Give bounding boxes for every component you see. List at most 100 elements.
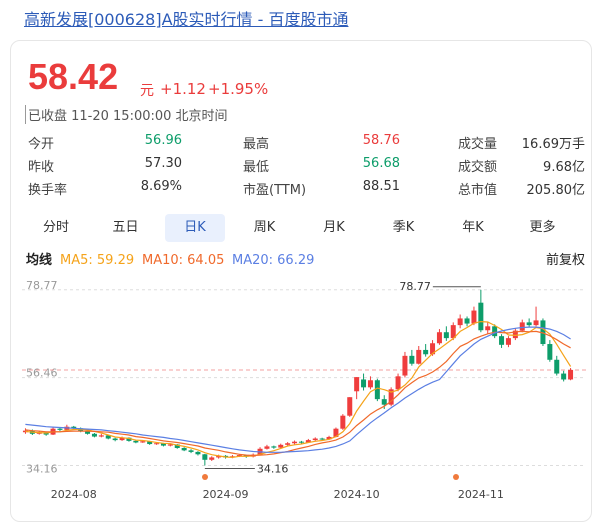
candle-body: [160, 443, 166, 446]
candle-body: [298, 441, 304, 443]
candle-body: [367, 380, 373, 388]
price: 58.42: [28, 56, 119, 97]
candle-body: [105, 435, 111, 439]
period-tabs: 分时 五日 日K 周K 月K 季K 年K 更多: [22, 214, 584, 242]
candle-body: [319, 438, 325, 440]
candle-body: [388, 389, 394, 405]
candle-body: [285, 443, 291, 445]
candle-body: [133, 440, 139, 443]
candle-body: [57, 428, 63, 430]
stat-value: 88.51: [362, 179, 400, 194]
stat-label: 今开: [28, 137, 55, 152]
candle-body: [340, 415, 346, 429]
market-status: 已收盘 11-20 15:00:00 北京时间: [25, 105, 228, 124]
candle-body: [126, 437, 132, 441]
stat-value: 205.80亿: [526, 183, 586, 198]
stat-value: 56.96: [144, 133, 182, 148]
candle-body: [154, 443, 160, 445]
stat-label: 昨收: [28, 160, 55, 175]
candle-body: [278, 444, 284, 448]
tab[interactable]: 季K: [392, 220, 415, 235]
candle-body: [264, 446, 270, 449]
candle-body: [492, 326, 498, 337]
legend-item: MA20: 66.29: [232, 253, 314, 268]
price-unit: 元: [140, 83, 154, 99]
candle-body: [416, 349, 422, 364]
candle-body: [464, 318, 470, 324]
candle-body: [195, 451, 201, 455]
candle-body: [98, 435, 104, 437]
price-change: +1.12: [160, 80, 206, 98]
legend-title: 均线: [26, 252, 52, 268]
candle-body: [91, 433, 97, 437]
candle-body: [292, 441, 298, 444]
candle-body: [395, 376, 401, 390]
stat-value: 56.68: [362, 156, 400, 171]
candle-body: [167, 444, 173, 446]
tab[interactable]: 月K: [323, 220, 345, 235]
stat-value: 9.68亿: [543, 160, 585, 175]
stat-label: 换手率: [28, 183, 68, 198]
candle-body: [478, 302, 484, 331]
candle-body: [450, 325, 456, 339]
candle-body: [423, 349, 429, 355]
tab[interactable]: 更多: [529, 220, 556, 235]
x-tick-label: 2024-09: [203, 488, 249, 501]
stat-label: 总市值: [458, 183, 498, 198]
candle-body: [471, 310, 477, 324]
tab[interactable]: 五日: [112, 220, 139, 235]
ma-line: [25, 330, 571, 457]
candle-body: [512, 330, 518, 339]
kline-chart: 均线 MA5: 59.29 MA10: 64.05 MA20: 66.29 前复权 34.…: [22, 252, 586, 501]
page-title[interactable]: 高新发展[000628]A股实时行情 - 百度股市通: [24, 10, 349, 29]
candle-body: [71, 426, 77, 429]
candle-body: [533, 320, 539, 326]
stat-label: 成交额: [458, 160, 498, 175]
y-tick-label: 34.16: [26, 462, 58, 475]
tab[interactable]: 分时: [42, 220, 69, 235]
stat-label: 成交量: [458, 137, 498, 152]
y-tick-label: 78.77: [26, 279, 58, 292]
stat-value: 16.69万手: [521, 137, 585, 152]
candle-body: [499, 336, 505, 345]
event-dot[interactable]: [202, 474, 208, 480]
stat-label: 最低: [243, 160, 270, 175]
candle-body: [347, 397, 353, 416]
price-change-pct: +1.95%: [208, 80, 269, 98]
ma-line: [25, 326, 571, 453]
max-label: 78.77: [399, 280, 431, 293]
candle-body: [188, 450, 194, 452]
tab[interactable]: 年K: [462, 220, 484, 235]
candle-body: [485, 326, 491, 331]
candle-body: [561, 373, 567, 380]
candle-body: [305, 440, 311, 443]
candle-body: [78, 428, 84, 432]
candle-body: [147, 441, 153, 445]
tab[interactable]: 日K: [165, 214, 225, 242]
candle-body: [436, 332, 442, 344]
candle-body: [202, 454, 208, 460]
stat-value: 58.76: [362, 133, 400, 148]
legend-item: MA10: 64.05: [142, 253, 224, 268]
candle-body: [526, 322, 532, 326]
candle-body: [430, 343, 436, 355]
candle-body: [409, 355, 415, 364]
candle-body: [568, 369, 574, 380]
stat-label: 市盈(TTM): [243, 183, 307, 198]
min-label: 34.16: [257, 462, 289, 475]
page: {"header":{"title":"高新发展[000628]A股实时行情 -…: [10, 10, 592, 522]
x-tick-label: 2024-10: [334, 488, 380, 501]
legend-item: MA5: 59.29: [60, 253, 134, 268]
candle-body: [354, 377, 360, 392]
candle-body: [547, 344, 553, 360]
candle-body: [85, 431, 91, 434]
candle-body: [216, 455, 222, 458]
candle-body: [209, 457, 215, 460]
candle-body: [443, 332, 449, 339]
x-tick-label: 2024-08: [51, 488, 97, 501]
event-dot[interactable]: [453, 474, 459, 480]
adjust-toggle: 前复权: [546, 252, 585, 268]
candle-body: [236, 455, 242, 457]
candle-body: [271, 446, 277, 448]
tab[interactable]: 周K: [253, 220, 276, 235]
